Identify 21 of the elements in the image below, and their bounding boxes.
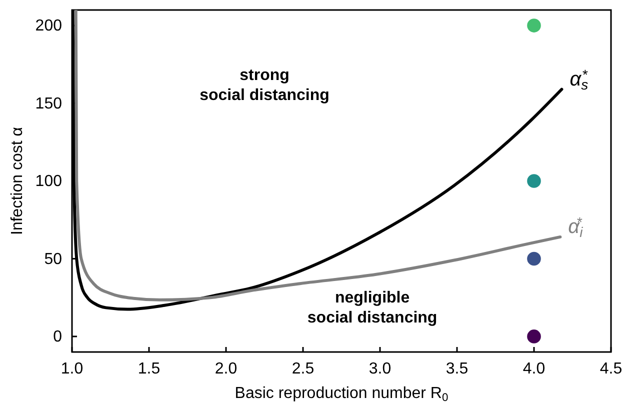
- annotation: negligible social distancing: [307, 289, 438, 326]
- annotation: strong social distancing: [200, 66, 330, 104]
- x-tick-label: 1.0: [60, 360, 84, 378]
- x-tick-label: 2.0: [214, 360, 238, 378]
- y-tick-label: 150: [35, 95, 62, 112]
- x-tick-label: 3.5: [446, 360, 468, 378]
- x-tick-label: 4.5: [600, 360, 622, 378]
- point: [527, 174, 541, 188]
- point: [527, 18, 541, 32]
- y-tick-label: 200: [35, 18, 62, 35]
- x-tick-label: 1.5: [138, 360, 160, 378]
- x-tick-label: 3.0: [368, 360, 392, 378]
- point: [527, 252, 541, 266]
- x-tick-label: 2.5: [292, 360, 314, 378]
- y-axis-title: Infection cost α: [9, 127, 26, 235]
- x-axis-title: Basic reproduction number R$_{0}$: [234, 385, 448, 403]
- y-tick-label: 0: [53, 328, 62, 346]
- y-tick-label: 100: [35, 173, 62, 190]
- point: [527, 330, 541, 344]
- x-tick-label: 4.0: [522, 360, 546, 378]
- y-tick-label: 50: [44, 250, 62, 268]
